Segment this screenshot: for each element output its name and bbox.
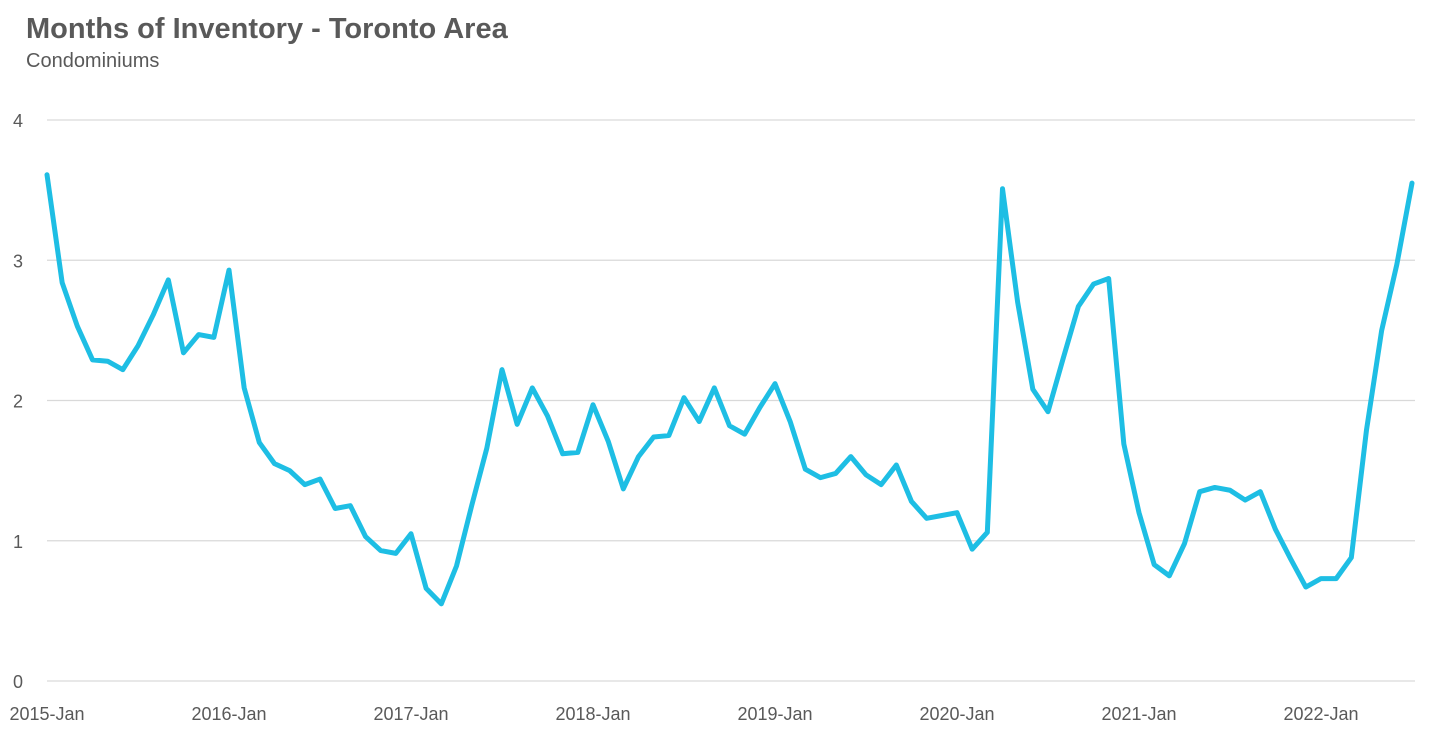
x-tick-label: 2019-Jan	[737, 704, 812, 724]
y-tick-label: 3	[13, 251, 23, 271]
y-tick-label: 2	[13, 392, 23, 412]
y-tick-label: 0	[13, 672, 23, 692]
y-tick-label: 1	[13, 532, 23, 552]
x-tick-label: 2017-Jan	[373, 704, 448, 724]
y-tick-label: 4	[13, 111, 23, 131]
x-tick-label: 2018-Jan	[555, 704, 630, 724]
x-tick-label: 2020-Jan	[919, 704, 994, 724]
x-tick-label: 2021-Jan	[1101, 704, 1176, 724]
chart-title: Months of Inventory - Toronto Area	[26, 13, 509, 45]
x-tick-label: 2016-Jan	[191, 704, 266, 724]
x-tick-label: 2022-Jan	[1283, 704, 1358, 724]
data-line	[44, 172, 1415, 607]
x-tick-label: 2015-Jan	[9, 704, 84, 724]
chart-subtitle: Condominiums	[26, 50, 159, 72]
